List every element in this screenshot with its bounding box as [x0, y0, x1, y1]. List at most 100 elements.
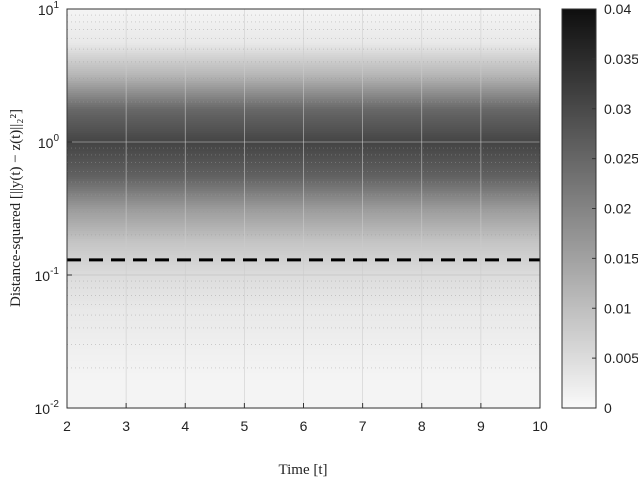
- colorbar-cell: [562, 359, 596, 362]
- colorbar-cell: [562, 159, 596, 162]
- colorbar-cell: [562, 323, 596, 326]
- colorbar-cell: [562, 19, 596, 22]
- colorbar-cell: [562, 151, 596, 154]
- colorbar-cell: [562, 391, 596, 394]
- colorbar-cell: [562, 213, 596, 216]
- colorbar-cell: [562, 351, 596, 354]
- colorbar-cell: [562, 237, 596, 240]
- colorbar-cell: [562, 267, 596, 270]
- colorbar-cell: [562, 85, 596, 88]
- colorbar-cell: [562, 395, 596, 398]
- colorbar-cell: [562, 33, 596, 36]
- colorbar-cell: [562, 279, 596, 282]
- colorbar-cell: [562, 343, 596, 346]
- colorbar-cell: [562, 273, 596, 276]
- colorbar-cell: [562, 51, 596, 54]
- y-tick-label: 101: [38, 0, 60, 18]
- colorbar-cell: [562, 161, 596, 164]
- y-tick-label: 10-1: [35, 266, 60, 284]
- colorbar-cell: [562, 347, 596, 350]
- colorbar-tick-label: 0.015: [604, 250, 638, 266]
- colorbar-cell: [562, 185, 596, 188]
- colorbar-cell: [562, 173, 596, 176]
- colorbar-cell: [562, 373, 596, 376]
- colorbar-cell: [562, 71, 596, 74]
- colorbar-cell: [562, 171, 596, 174]
- colorbar-cell: [562, 297, 596, 300]
- y-tick-label: 100: [38, 133, 60, 151]
- colorbar-cell: [562, 307, 596, 310]
- colorbar-cell: [562, 269, 596, 272]
- colorbar-cell: [562, 93, 596, 96]
- colorbar-cell: [562, 67, 596, 70]
- colorbar-cell: [562, 77, 596, 80]
- colorbar-cell: [562, 259, 596, 262]
- colorbar-cell: [562, 139, 596, 142]
- colorbar-cell: [562, 367, 596, 370]
- colorbar-cell: [562, 355, 596, 358]
- colorbar-cell: [562, 63, 596, 66]
- colorbar-cell: [562, 363, 596, 366]
- colorbar-cell: [562, 345, 596, 348]
- colorbar-cell: [562, 211, 596, 214]
- colorbar-tick-label: 0.005: [604, 350, 638, 366]
- colorbar-tick-label: 0.04: [604, 1, 631, 17]
- colorbar-cell: [562, 53, 596, 56]
- colorbar-tick-label: 0.025: [604, 151, 638, 167]
- colorbar-cell: [562, 115, 596, 118]
- colorbar-cell: [562, 265, 596, 268]
- colorbar-cell: [562, 209, 596, 212]
- colorbar-cell: [562, 35, 596, 38]
- colorbar-cell: [562, 13, 596, 16]
- colorbar-cell: [562, 121, 596, 124]
- colorbar-cell: [562, 315, 596, 318]
- colorbar-cell: [562, 143, 596, 146]
- colorbar-cell: [562, 301, 596, 304]
- colorbar-cell: [562, 29, 596, 32]
- colorbar-cell: [562, 225, 596, 228]
- colorbar-cell: [562, 69, 596, 72]
- colorbar-cell: [562, 179, 596, 182]
- colorbar-cell: [562, 247, 596, 250]
- colorbar-cell: [562, 353, 596, 356]
- colorbar-cell: [562, 251, 596, 254]
- colorbar-tick-label: 0: [604, 400, 612, 416]
- colorbar-cell: [562, 403, 596, 406]
- colorbar-cell: [562, 187, 596, 190]
- colorbar-cell: [562, 157, 596, 160]
- colorbar-cell: [562, 299, 596, 302]
- colorbar-cell: [562, 349, 596, 352]
- colorbar: 0 0.005 0.01 0.015 0.02 0.025 0.03 0.035 0.04: [561, 1, 638, 416]
- colorbar-cell: [562, 123, 596, 126]
- colorbar-cell: [562, 127, 596, 130]
- colorbar-cell: [562, 23, 596, 26]
- colorbar-cell: [562, 57, 596, 60]
- colorbar-cell: [562, 383, 596, 386]
- colorbar-cell: [562, 357, 596, 360]
- colorbar-cell: [562, 39, 596, 42]
- colorbar-cell: [562, 337, 596, 340]
- colorbar-tick-label: 0.03: [604, 101, 631, 117]
- colorbar-cell: [562, 45, 596, 48]
- colorbar-cell: [562, 291, 596, 294]
- plot-border: [66, 8, 541, 409]
- colorbar-cell: [562, 9, 596, 12]
- colorbar-cell: [562, 11, 596, 14]
- colorbar-cell: [562, 137, 596, 140]
- colorbar-cell: [562, 165, 596, 168]
- colorbar-cell: [562, 195, 596, 198]
- x-tick-label: 2: [63, 418, 71, 434]
- colorbar-cell: [562, 339, 596, 342]
- colorbar-cell: [562, 255, 596, 258]
- colorbar-cell: [562, 141, 596, 144]
- x-tick-label: 7: [359, 418, 367, 434]
- colorbar-cell: [562, 193, 596, 196]
- colorbar-cell: [562, 99, 596, 102]
- colorbar-cell: [562, 327, 596, 330]
- colorbar-cell: [562, 241, 596, 244]
- colorbar-cell: [562, 37, 596, 40]
- colorbar-cell: [562, 401, 596, 404]
- colorbar-cell: [562, 309, 596, 312]
- y-tick-label: 10-2: [35, 399, 60, 417]
